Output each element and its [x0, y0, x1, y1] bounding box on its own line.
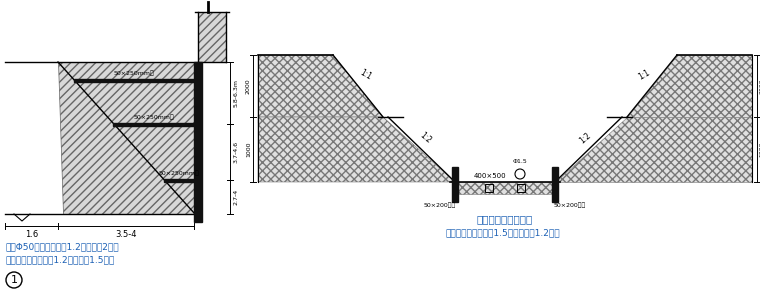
Text: 2000: 2000	[759, 78, 760, 94]
Text: 3.7-4.6: 3.7-4.6	[234, 141, 239, 163]
Text: 槽底用木框，框距为1.2米，框长1.5米。: 槽底用木框，框距为1.2米，框长1.5米。	[5, 255, 114, 264]
Text: 1:1: 1:1	[359, 68, 373, 82]
Polygon shape	[258, 117, 455, 182]
Text: Φ1.5: Φ1.5	[513, 159, 527, 164]
Bar	[517, 184, 525, 192]
Polygon shape	[455, 182, 555, 194]
Text: 1.6: 1.6	[25, 230, 38, 239]
Text: 50×250mm板: 50×250mm板	[114, 70, 154, 76]
Bar	[74, 79, 194, 81]
Text: 5.8-6.3m: 5.8-6.3m	[234, 79, 239, 107]
Text: 3.5-4: 3.5-4	[116, 230, 137, 239]
Polygon shape	[258, 55, 383, 117]
Text: 1000: 1000	[759, 142, 760, 157]
Text: 2.7-4: 2.7-4	[234, 189, 239, 205]
Polygon shape	[627, 55, 752, 117]
Polygon shape	[198, 12, 226, 62]
Bar	[452, 167, 458, 202]
Polygon shape	[58, 62, 198, 214]
Text: 注：基槽框高不小于1.5米，框距为1.2米。: 注：基槽框高不小于1.5米，框距为1.2米。	[445, 228, 559, 237]
Text: 50×200宽板: 50×200宽板	[554, 202, 586, 208]
Bar	[163, 178, 194, 182]
Text: 1:2: 1:2	[578, 131, 593, 145]
Text: 400×500: 400×500	[473, 173, 506, 179]
Text: 50×200宽板: 50×200宽板	[424, 202, 456, 208]
Bar	[113, 123, 194, 126]
Text: 2000: 2000	[246, 78, 251, 94]
Text: 框：Φ50钒管，框距为1.2米，框长2米，: 框：Φ50钒管，框距为1.2米，框长2米，	[5, 242, 119, 251]
Bar	[552, 167, 558, 202]
Text: 基槽开挚及支护方案: 基槽开挚及支护方案	[477, 214, 533, 224]
Text: 1000: 1000	[246, 142, 251, 157]
Text: 1:2: 1:2	[417, 131, 432, 145]
Text: 50×250mm板: 50×250mm板	[158, 171, 199, 176]
Bar	[485, 184, 493, 192]
Polygon shape	[555, 117, 752, 182]
Text: 1:1: 1:1	[637, 68, 651, 82]
Text: 50×250mm板: 50×250mm板	[133, 114, 174, 120]
Text: 1: 1	[11, 275, 17, 285]
Bar	[194, 62, 202, 222]
